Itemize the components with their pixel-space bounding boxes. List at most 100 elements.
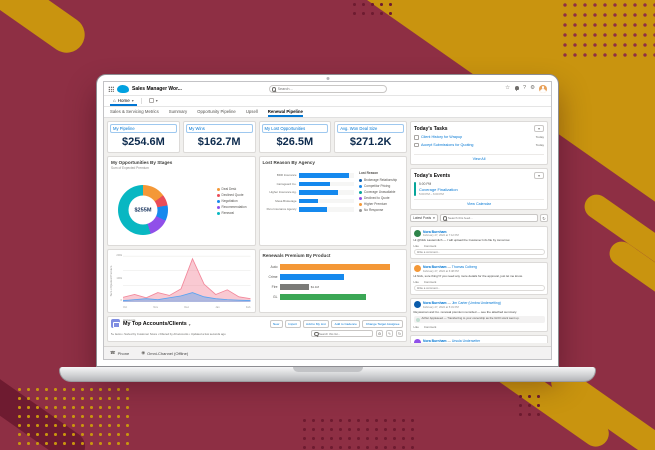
comment-button[interactable]: Comment <box>423 324 437 329</box>
bar-track: $1.1M <box>279 284 402 290</box>
salesforce-app-window: Sales Manager Wor... ☆ ? ⚙ <box>103 81 552 360</box>
panel-menu-button[interactable]: ▾ <box>534 172 544 179</box>
post-recipient-link[interactable]: Thomas Colberg <box>451 265 477 270</box>
accounts-object-icon <box>111 319 120 329</box>
utility-item[interactable]: ☎ Phone <box>110 350 129 356</box>
comment-input[interactable] <box>413 249 545 256</box>
list-action-buttons: New Import Add to My List Add to Cadence Cha… <box>269 319 403 328</box>
utility-bar: ☎ Phone ◉ Omni-Channel (Offline) <box>104 346 551 359</box>
event-item[interactable]: 5:00 PM Coverage Finalization 5:00 PM – … <box>414 182 544 196</box>
dashboard-tab-renewal-pipeline[interactable]: Renewal Pipeline <box>267 107 303 117</box>
chart-title: Renewals Premium By Product <box>262 253 331 258</box>
post-author-link[interactable]: Nora Burnham <box>423 301 447 306</box>
list-refresh-icon[interactable]: ↻ <box>396 330 403 338</box>
legend-label: Negotiation <box>221 199 238 203</box>
metric-title: My Pipeline <box>110 124 177 133</box>
global-header: Sales Manager Wor... ☆ ? ⚙ <box>104 82 551 96</box>
add-to-cadence-button[interactable]: Add to Cadence <box>331 319 361 328</box>
list-search[interactable] <box>311 330 373 338</box>
list-view-title[interactable]: My Top Accounts/Clients <box>123 321 187 328</box>
metric-card: My Wins $162.7M <box>182 121 256 153</box>
feed-post: Nora Burnham — Ursula UnderwriterFebruar… <box>410 335 548 343</box>
app-launcher-icon[interactable] <box>108 85 114 92</box>
task-link[interactable]: Client History for Wrapup <box>421 135 463 140</box>
name-separator: — <box>446 265 452 270</box>
panel-menu-button[interactable]: ▾ <box>534 125 544 132</box>
post-author-link[interactable]: Nora Burnham <box>423 265 447 270</box>
feed-search-input[interactable] <box>447 216 535 220</box>
chevron-down-icon[interactable]: ▾ <box>188 323 191 328</box>
dashboard-tab-upsell[interactable]: Upsell <box>245 108 258 114</box>
feed-post: Nora Burnham — Jim Carter (Umbra Underwr… <box>410 297 548 333</box>
help-icon[interactable]: ? <box>523 84 527 91</box>
axis-tick-label: 100k <box>116 276 122 280</box>
post-names: Nora Burnham February 27, 2022 at 7:12 PM <box>423 230 459 238</box>
task-link[interactable]: Accept Submissions for Quoting <box>421 142 474 147</box>
user-avatar[interactable] <box>539 84 547 93</box>
post-author-link[interactable]: Nora Burnham <box>423 229 447 234</box>
global-search-input[interactable] <box>277 87 384 91</box>
dashboard-tab-summary[interactable]: Summary <box>168 108 188 114</box>
nav-tab-home[interactable]: ⌂ Home ▾ <box>110 96 137 106</box>
post-author-line: Nora Burnham — Thomas Colberg <box>423 265 477 269</box>
comment-input-field[interactable] <box>416 286 542 291</box>
bar-track <box>298 207 354 212</box>
legend-swatch <box>216 187 220 191</box>
post-author-link[interactable]: Nora Burnham <box>423 338 447 343</box>
legend-swatch <box>359 208 362 212</box>
add-to-my-list-button[interactable]: Add to My List <box>302 319 330 328</box>
comment-button[interactable]: Comment <box>423 279 437 284</box>
global-search[interactable] <box>268 85 387 93</box>
nav-tab-secondary[interactable]: ▾ <box>146 96 161 106</box>
name-separator: — <box>446 301 452 306</box>
comment-input[interactable] <box>413 285 545 292</box>
like-button[interactable]: Like <box>413 279 419 284</box>
favorites-icon[interactable]: ☆ <box>505 84 510 91</box>
list-edit-icon[interactable]: ✎ <box>386 330 393 338</box>
axis-tick-label: Oct <box>123 306 128 309</box>
chevron-down-icon[interactable]: ▾ <box>131 97 134 103</box>
metric-card: My Lost Opportunities $26.5M <box>258 121 332 153</box>
change-target-assignee-button[interactable]: Change Target Assignee <box>362 319 403 328</box>
feed-search[interactable] <box>439 214 538 222</box>
legend-swatch <box>216 199 220 203</box>
feed-refresh-icon[interactable]: ↻ <box>540 214 548 222</box>
new-button[interactable]: New <box>269 319 283 328</box>
bar-track <box>298 198 354 203</box>
setup-gear-icon[interactable]: ⚙ <box>530 84 535 91</box>
like-button[interactable]: Like <box>413 243 419 248</box>
legend-swatch <box>359 184 362 188</box>
legend-item: Brokerage Relationship <box>359 178 403 182</box>
dashboard-tab-sales-servicing-metrics[interactable]: Sales & Servicing Metrics <box>110 108 159 114</box>
event-title-link[interactable]: Coverage Finalization <box>419 186 458 192</box>
view-calendar-link[interactable]: View Calendar <box>414 199 544 206</box>
legend-item: Negotiation <box>216 199 247 203</box>
task-checkbox[interactable] <box>414 135 419 140</box>
bar-row: Auto <box>263 264 402 270</box>
task-checkbox[interactable] <box>414 142 419 147</box>
comment-button[interactable]: Comment <box>423 243 437 248</box>
post-header: Nora Burnham February 27, 2022 at 7:12 PM <box>413 229 545 238</box>
list-search-input[interactable] <box>319 331 370 336</box>
like-button[interactable]: Like <box>413 324 419 329</box>
legend-item: Recommendation <box>216 205 247 209</box>
dot-pattern-bottom-right <box>516 392 546 422</box>
comment-input-field[interactable] <box>416 250 542 255</box>
notifications-icon[interactable] <box>514 86 519 92</box>
import-button[interactable]: Import <box>284 319 301 328</box>
view-all-link[interactable]: View All <box>414 154 544 161</box>
utility-item-label: Omni-Channel (Offline) <box>147 350 189 356</box>
post-recipient-link[interactable]: Jim Carter (Umbra Underwriting) <box>451 301 501 306</box>
dashboard-tab-bar: Sales & Servicing Metrics Summary Opportun… <box>104 107 551 118</box>
phone-icon: ☎ <box>110 350 116 355</box>
chevron-down-icon[interactable]: ▾ <box>155 97 158 103</box>
feed-filter-dropdown[interactable]: Latest Posts ▾ <box>410 214 438 222</box>
dashboard-tab-opportunity-pipeline[interactable]: Opportunity Pipeline <box>197 108 236 114</box>
list-settings-icon[interactable]: ⚙ <box>376 330 383 338</box>
post-recipient-link[interactable]: Ursula Underwriter <box>451 338 481 343</box>
bar-row: Carraguard Co. <box>263 181 354 186</box>
post-names: Nora Burnham — Ursula UnderwriterFebruar… <box>423 339 480 343</box>
category-label: Fire <box>271 285 278 289</box>
post-comment-text: Arthur Appleseed — Transferring to your … <box>421 316 520 321</box>
utility-item[interactable]: ◉ Omni-Channel (Offline) <box>141 350 188 356</box>
